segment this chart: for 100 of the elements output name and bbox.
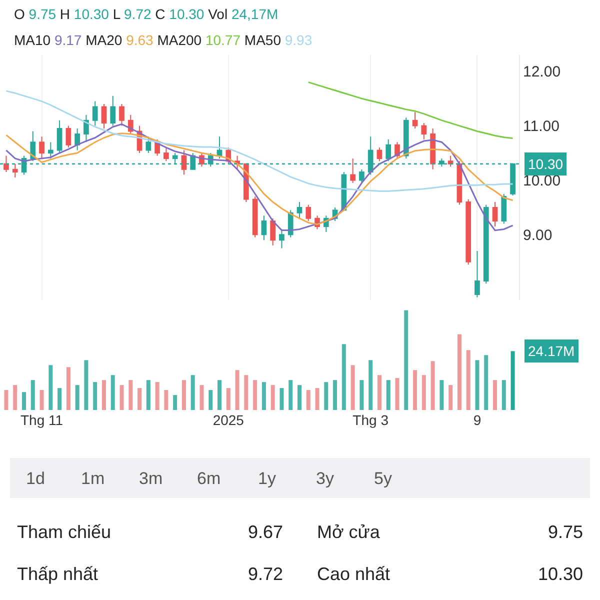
bar — [155, 382, 160, 410]
bar — [4, 390, 8, 410]
bar — [457, 334, 462, 410]
candlestick — [66, 125, 72, 148]
candlestick — [412, 112, 418, 129]
x-tick-label: 2025 — [212, 412, 244, 428]
bar — [66, 367, 70, 410]
text: 9.67 — [248, 522, 284, 542]
candlestick — [386, 138, 392, 162]
bar — [22, 392, 26, 410]
bar — [475, 360, 480, 410]
bar — [288, 380, 293, 410]
candlestick — [164, 147, 169, 162]
candlestick — [270, 218, 276, 246]
bar — [395, 378, 400, 410]
bar — [128, 380, 133, 410]
candlestick — [146, 136, 152, 154]
bar — [40, 390, 44, 410]
bar — [484, 355, 488, 410]
text: 1y — [258, 469, 276, 488]
bar — [280, 388, 284, 410]
text: Tham chiếu — [17, 522, 112, 542]
text: 9.75 — [28, 6, 56, 22]
bar — [93, 382, 98, 410]
bar — [350, 365, 355, 410]
text: 10.30 — [74, 6, 110, 22]
text: 1m — [81, 469, 105, 488]
x-tick-label: Thg 11 — [20, 412, 64, 428]
bar — [297, 385, 302, 410]
y-tick-label: 11.00 — [523, 118, 560, 136]
candlestick — [39, 136, 44, 159]
bar — [84, 360, 88, 410]
bar — [190, 375, 195, 410]
text: 9.72 — [124, 6, 152, 22]
candlestick — [181, 150, 187, 176]
line-series — [5, 90, 514, 192]
bar — [208, 390, 213, 410]
candlestick — [74, 128, 80, 151]
bar — [75, 385, 80, 410]
bar — [333, 380, 338, 410]
candlestick — [296, 202, 302, 219]
y-tick-label: 12.00 — [523, 64, 561, 81]
candlestick — [216, 136, 222, 159]
text: 9.75 — [548, 522, 584, 542]
bar — [440, 380, 444, 410]
candlestick — [492, 202, 498, 227]
y-tick-label: 10.00 — [523, 172, 561, 190]
bar — [200, 385, 204, 410]
text: 10.30 — [538, 564, 584, 584]
bar — [270, 385, 275, 410]
bar — [360, 380, 364, 410]
bar — [13, 385, 18, 410]
bar — [262, 382, 266, 410]
candlestick — [48, 142, 54, 159]
candlestick — [466, 198, 472, 266]
bar — [404, 310, 408, 410]
candlestick — [101, 104, 107, 129]
bar — [430, 361, 435, 410]
bar — [244, 375, 248, 410]
candlestick — [306, 204, 312, 222]
ref-line-label: 10.30 — [528, 156, 564, 172]
text: Cao nhất — [317, 564, 390, 584]
bar — [48, 365, 53, 410]
candlestick — [110, 95, 116, 126]
candlestick — [483, 204, 489, 284]
candlestick — [12, 163, 18, 178]
candlestick — [350, 158, 356, 184]
y-tick-label: 9.00 — [523, 226, 552, 244]
candlestick — [474, 250, 480, 298]
x-tick-label: 9 — [473, 412, 482, 428]
bar — [368, 360, 373, 410]
bar — [235, 370, 240, 410]
bar — [146, 380, 150, 410]
candlestick — [56, 120, 62, 154]
bar — [58, 388, 62, 410]
candlestick — [4, 155, 9, 173]
bar — [306, 390, 310, 410]
bar — [493, 380, 497, 410]
text: Mở cửa — [317, 522, 381, 542]
bar — [377, 375, 382, 410]
bar — [448, 385, 453, 410]
candlestick — [279, 228, 284, 249]
candlestick — [448, 155, 454, 168]
bar — [30, 380, 35, 410]
bar — [413, 370, 418, 410]
bar — [102, 380, 106, 410]
candlestick — [501, 193, 507, 224]
bar — [138, 388, 142, 410]
candlestick — [119, 104, 124, 126]
bar — [342, 344, 346, 410]
bar — [386, 380, 390, 410]
candlestick — [252, 196, 258, 238]
candlestick — [30, 130, 36, 162]
candlestick — [261, 215, 267, 241]
bar — [226, 388, 230, 410]
text: 6m — [197, 469, 221, 488]
bar — [110, 375, 115, 410]
text: 1d — [26, 469, 45, 488]
candlestick — [421, 122, 427, 140]
candlestick — [403, 117, 409, 159]
